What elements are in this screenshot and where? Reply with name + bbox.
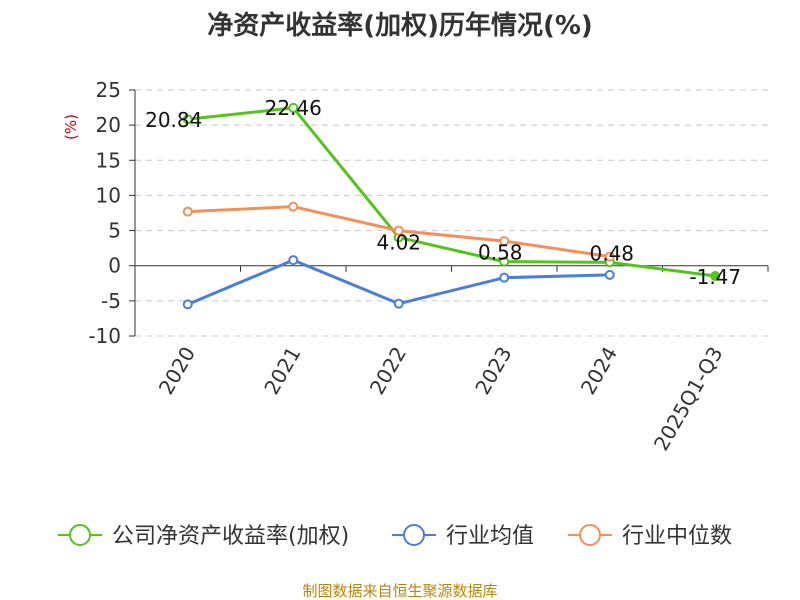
data-labels: 20.84 22.46 4.02 0.58 0.48 -1.47: [145, 96, 741, 289]
x-tick-label: 2022: [365, 343, 411, 399]
data-point: [499, 236, 510, 247]
legend-label: 行业中位数: [622, 524, 732, 549]
x-tick-label: 2025Q1-Q3: [649, 343, 728, 455]
legend-marker: [403, 524, 425, 546]
y-tick-label: 5: [108, 219, 121, 243]
data-point: [288, 201, 299, 212]
data-point: [499, 256, 510, 267]
series-line: [187, 106, 716, 278]
y-tick-label: 15: [96, 148, 121, 172]
y-tick-label: 20: [96, 113, 121, 137]
data-label: -1.47: [689, 265, 741, 289]
grid-lines: [135, 89, 768, 337]
source-note: 制图数据来自恒生聚源数据库: [302, 582, 497, 600]
legend: 公司净资产收益率(加权) 行业均值 行业中位数: [58, 524, 732, 549]
y-tick-label: 25: [96, 78, 121, 102]
data-label: 4.02: [376, 230, 421, 254]
x-tick-label: 2021: [259, 343, 305, 399]
y-tick-label: 0: [108, 254, 121, 278]
axes: 25 20 15 10 5 0 -5 -10 2020 2021 2022 2023 2024 2025Q…: [88, 78, 769, 455]
data-point: [604, 269, 615, 280]
y-axis-unit: (%): [62, 114, 80, 140]
x-tick-label: 2023: [470, 343, 516, 399]
data-point: [499, 272, 510, 283]
data-label: 0.58: [478, 241, 523, 265]
data-point: [182, 206, 193, 217]
data-label: 0.48: [589, 241, 634, 265]
legend-marker: [69, 524, 91, 546]
data-point: [393, 298, 404, 309]
data-label: 20.84: [145, 108, 202, 132]
data-point: [182, 299, 193, 310]
legend-marker: [579, 524, 601, 546]
data-point: [710, 271, 721, 282]
series-line: [187, 258, 610, 306]
x-tick-label: 2024: [576, 343, 622, 399]
data-label: 22.46: [265, 96, 322, 120]
legend-label: 行业均值: [446, 524, 534, 549]
data-point: [182, 114, 193, 125]
series: [182, 102, 721, 310]
legend-label: 公司净资产收益率(加权): [112, 524, 349, 549]
data-point: [604, 251, 615, 262]
data-point: [393, 225, 404, 236]
y-tick-label: -10: [88, 324, 121, 348]
y-tick-label: 10: [96, 183, 121, 207]
data-point: [288, 255, 299, 266]
chart-title: 净资产收益率(加权)历年情况(%): [207, 10, 593, 41]
x-tick-label: 2020: [154, 343, 200, 399]
data-point: [288, 102, 299, 113]
y-tick-label: -5: [101, 289, 121, 313]
